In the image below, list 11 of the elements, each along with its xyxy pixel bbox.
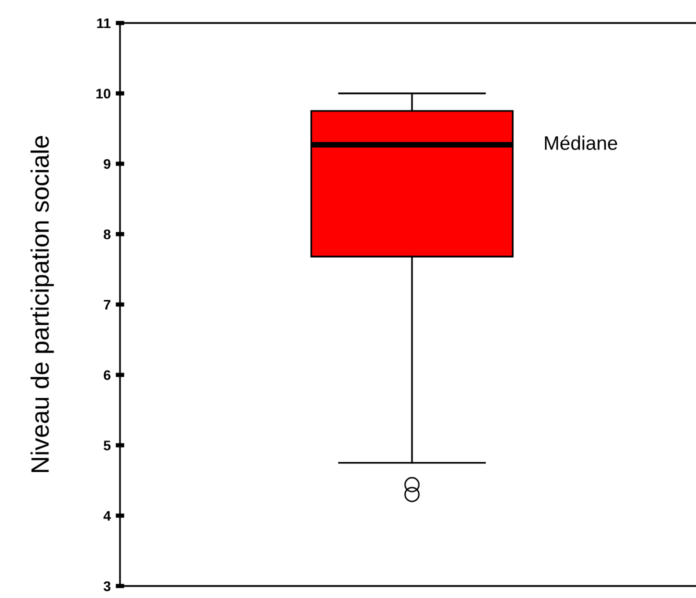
y-tick-label: 6 <box>104 370 110 380</box>
y-tick-label: 9 <box>104 159 110 169</box>
y-tick-label: 4 <box>103 511 111 521</box>
y-tick-label: 10 <box>96 88 110 99</box>
y-axis-title: Niveau de participation sociale <box>30 136 54 472</box>
y-tick-label: 11 <box>97 18 111 28</box>
y-tick-label: 5 <box>104 440 111 450</box>
y-tick-label: 3 <box>104 581 110 592</box>
y-tick-label: 8 <box>104 229 111 240</box>
annotation: Médiane <box>544 135 618 150</box>
y-tick-label: 7 <box>104 300 110 310</box>
